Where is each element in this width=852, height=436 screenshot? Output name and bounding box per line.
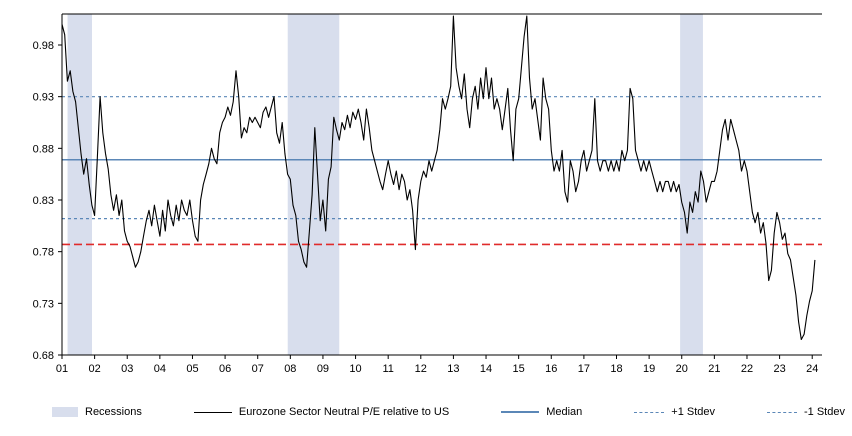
x-tick-label: 10 bbox=[349, 363, 361, 375]
recession-band bbox=[287, 14, 340, 355]
y-tick-label: 0.93 bbox=[33, 92, 54, 104]
y-tick-label: 0.78 bbox=[33, 247, 54, 259]
legend-item-minus1-stdev: -1 Stdev bbox=[767, 406, 845, 418]
recession-band bbox=[680, 14, 703, 355]
x-tick-label: 07 bbox=[252, 363, 264, 375]
recession-band bbox=[67, 14, 93, 355]
x-tick-label: 19 bbox=[643, 363, 655, 375]
legend-item-series: Eurozone Sector Neutral P/E relative to … bbox=[193, 406, 450, 418]
recessions-swatch bbox=[52, 407, 78, 417]
x-tick-label: 24 bbox=[806, 363, 818, 375]
x-tick-label: 21 bbox=[708, 363, 720, 375]
x-tick-label: 01 bbox=[56, 363, 68, 375]
median-swatch bbox=[501, 411, 540, 413]
legend-label: -1 Stdev bbox=[804, 406, 845, 418]
legend-item-median: Median bbox=[501, 406, 582, 418]
legend-item-plus1-stdev: +1 Stdev bbox=[634, 406, 715, 418]
y-tick-label: 0.83 bbox=[33, 195, 54, 207]
legend-label: Recessions bbox=[85, 406, 142, 418]
x-tick-label: 16 bbox=[545, 363, 557, 375]
x-tick-label: 20 bbox=[676, 363, 688, 375]
x-tick-label: 15 bbox=[513, 363, 525, 375]
x-tick-label: 17 bbox=[578, 363, 590, 375]
legend-item-recessions: Recessions bbox=[52, 406, 142, 418]
x-tick-label: 02 bbox=[88, 363, 100, 375]
x-tick-label: 08 bbox=[284, 363, 296, 375]
x-tick-label: 12 bbox=[415, 363, 427, 375]
plus1-stdev-swatch bbox=[634, 411, 665, 413]
x-tick-label: 23 bbox=[773, 363, 785, 375]
legend: Recessions Eurozone Sector Neutral P/E re… bbox=[0, 392, 852, 432]
x-tick-label: 13 bbox=[447, 363, 459, 375]
x-tick-label: 09 bbox=[317, 363, 329, 375]
legend-label: Eurozone Sector Neutral P/E relative to … bbox=[238, 406, 450, 418]
x-tick-label: 06 bbox=[219, 363, 231, 375]
series-swatch bbox=[193, 411, 232, 413]
y-tick-label: 0.68 bbox=[33, 350, 54, 362]
series-line bbox=[61, 15, 816, 341]
pe-relative-chart: 0.68 0.73 0.78 0.83 0.88 0.93 0.98 01 02 03 04 05 06… bbox=[33, 13, 822, 375]
minus1-stdev-swatch bbox=[767, 411, 797, 413]
legend-label: +1 Stdev bbox=[671, 406, 715, 418]
x-tick-label: 04 bbox=[154, 363, 166, 375]
x-tick-label: 22 bbox=[741, 363, 753, 375]
x-tick-label: 18 bbox=[610, 363, 622, 375]
x-tick-label: 11 bbox=[382, 363, 393, 375]
y-tick-label: 0.98 bbox=[33, 40, 54, 52]
legend-label: Median bbox=[546, 406, 583, 418]
y-tick-label: 0.73 bbox=[33, 298, 54, 310]
x-tick-label: 05 bbox=[186, 363, 198, 375]
x-tick-label: 14 bbox=[480, 363, 492, 375]
x-tick-label: 03 bbox=[121, 363, 133, 375]
y-tick-label: 0.88 bbox=[33, 143, 54, 155]
